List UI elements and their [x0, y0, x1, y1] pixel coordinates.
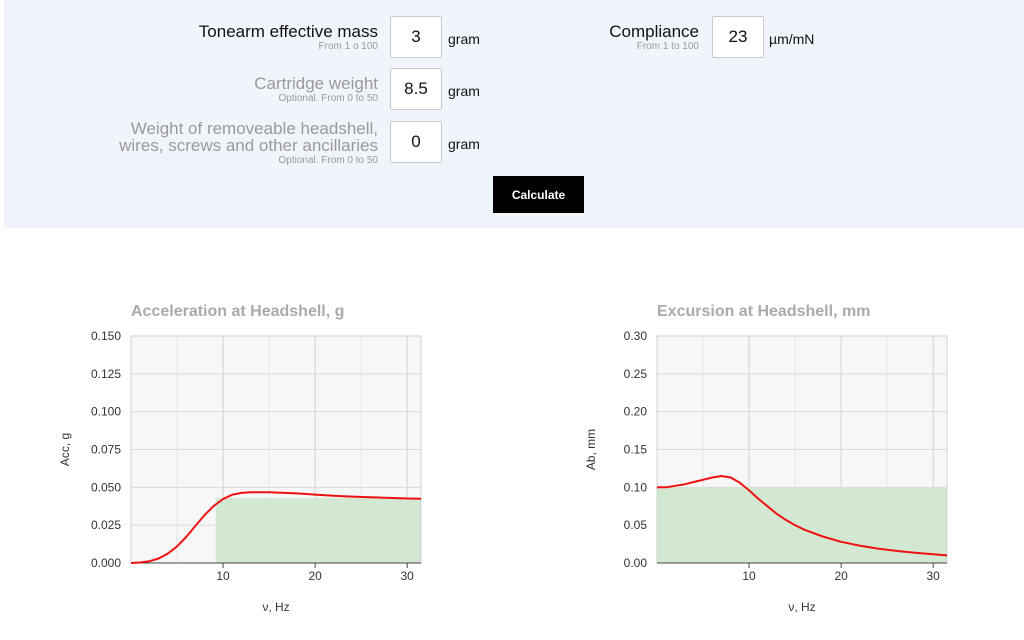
chart-2-y-tick-label: 0.20	[624, 405, 648, 419]
chart-1-x-tick-label: 30	[401, 569, 415, 583]
compliance-label: Compliance	[609, 22, 699, 41]
cartridge-weight-label: Cartridge weight	[254, 74, 378, 93]
chart-1-x-tick-label: 20	[308, 569, 322, 583]
cartridge-weight-hint: Optional. From 0 to 50	[278, 93, 379, 104]
calculate-button[interactable]: Calculate	[493, 176, 584, 213]
chart-1-y-tick-label: 0.025	[91, 518, 121, 532]
compliance-unit: µm/mN	[769, 31, 815, 47]
chart-2-y-tick-label: 0.30	[624, 329, 648, 343]
cartridge-weight-input[interactable]	[390, 68, 442, 110]
chart-2-y-tick-label: 0.00	[624, 556, 648, 570]
chart-2-x-tick-label: 30	[927, 569, 941, 583]
chart-2-y-tick-label: 0.10	[624, 480, 648, 494]
chart-1-series-line	[130, 491, 422, 564]
chart-2-x-axis-label: ν, Hz	[788, 600, 815, 614]
ancillaries-input[interactable]	[390, 121, 442, 163]
chart-1-title: Acceleration at Headshell, g	[131, 303, 344, 320]
chart-2-series-line	[657, 475, 948, 557]
chart-2-x-tick-label: 10	[742, 569, 756, 583]
chart-2-y-tick-label: 0.05	[624, 518, 648, 532]
chart-2-y-tick-label: 0.15	[624, 443, 648, 457]
chart-2-y-tick-label: 0.25	[624, 367, 648, 381]
tonearm-mass-unit: gram	[448, 31, 480, 47]
chart-1-y-axis-label: Acc, g	[58, 433, 72, 466]
cartridge-weight-unit: gram	[448, 83, 480, 99]
ancillaries-label-line2: wires, screws and other ancillaries	[119, 136, 378, 155]
chart-1-x-tick-label: 10	[216, 569, 230, 583]
chart-1-target-band	[215, 497, 421, 563]
chart-1-y-tick-label: 0.150	[91, 329, 121, 343]
chart-2-title: Excursion at Headshell, mm	[657, 303, 870, 320]
tonearm-mass-label: Tonearm effective mass	[198, 22, 378, 41]
chart-1-y-tick-label: 0.000	[91, 556, 121, 570]
chart-1-y-tick-label: 0.125	[91, 367, 121, 381]
ancillaries-label-line1: Weight of removeable headshell,	[130, 119, 378, 138]
chart-1-y-tick-label: 0.050	[91, 480, 121, 494]
chart-2-y-axis-label: Ab, mm	[584, 429, 598, 470]
ancillaries-hint: Optional. From 0 to 50	[278, 155, 379, 166]
chart-1-y-tick-label: 0.075	[91, 443, 121, 457]
chart-1-y-tick-label: 0.100	[91, 405, 121, 419]
ancillaries-unit: gram	[448, 136, 480, 152]
chart-1-x-axis-label: ν, Hz	[262, 600, 289, 614]
tonearm-mass-hint: From 1 o 100	[318, 41, 378, 52]
compliance-input[interactable]	[712, 16, 764, 58]
compliance-hint: From 1 to 100	[636, 41, 699, 52]
chart-2-x-tick-label: 20	[834, 569, 848, 583]
tonearm-mass-input[interactable]	[390, 16, 442, 58]
